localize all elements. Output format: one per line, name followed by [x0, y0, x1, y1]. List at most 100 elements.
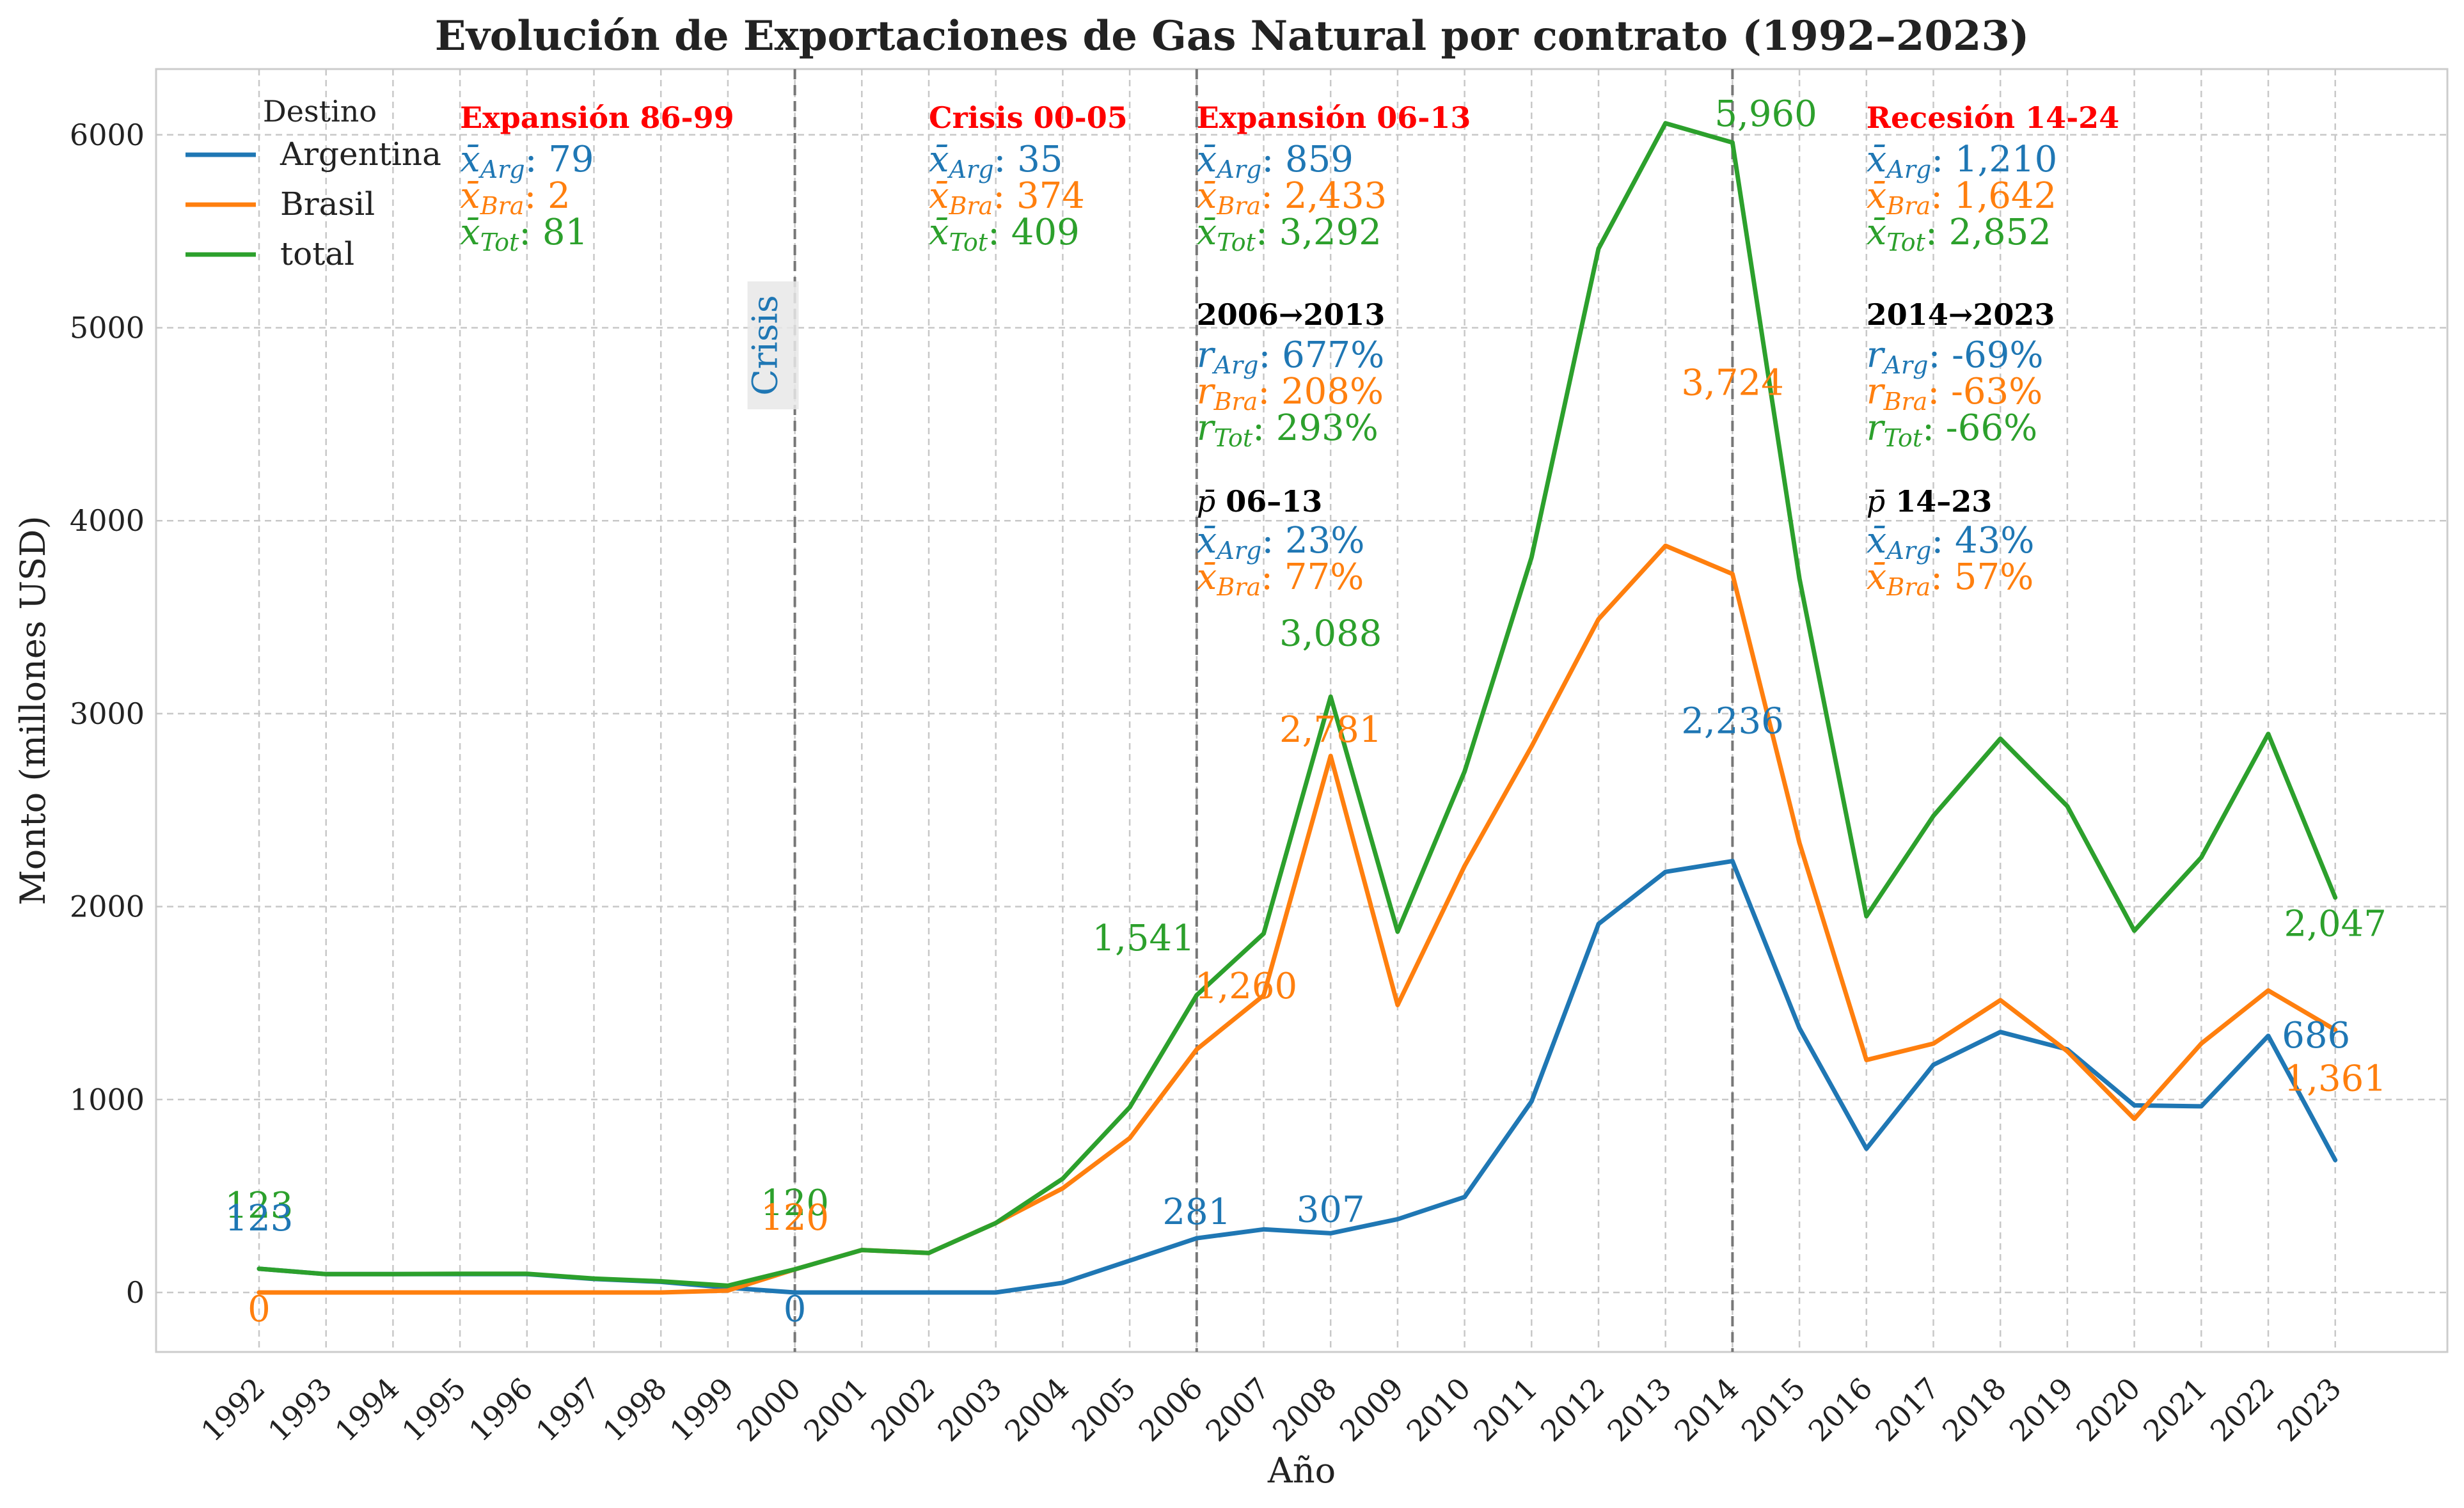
- period-block: Expansión 86-99x̄Arg: 79x̄Bra: 2x̄Tot: 8…: [460, 100, 734, 256]
- period-title: Crisis 00-05: [929, 100, 1128, 135]
- stat-subscript: Arg: [1215, 537, 1261, 565]
- stat-line: x̄Bra: 77%: [1197, 556, 1364, 601]
- stat-symbol: r: [1197, 407, 1216, 449]
- stat-subscript: Arg: [1884, 155, 1931, 184]
- growth-block-title: 2006→2013: [1197, 297, 1386, 332]
- legend-label: Argentina: [280, 136, 441, 173]
- share-title-symbol: p̄: [1867, 484, 1885, 519]
- stat-subscript: Arg: [1882, 351, 1929, 379]
- data-label: 2,781: [1279, 709, 1382, 751]
- series-line-brasil: [257, 543, 2338, 1295]
- data-label: 307: [1297, 1189, 1365, 1230]
- data-label: 5,960: [1714, 93, 1817, 135]
- legend-title: Destino: [263, 94, 377, 129]
- stat-symbol: x̄: [1867, 556, 1887, 598]
- data-label: 2,236: [1681, 700, 1783, 742]
- stat-subscript: Bra: [1216, 573, 1261, 601]
- stat-value: : 23%: [1261, 520, 1364, 562]
- data-label: 1,260: [1195, 966, 1297, 1007]
- data-label: 123: [225, 1198, 294, 1239]
- stat-value: : 77%: [1261, 556, 1364, 598]
- y-tick-label: 4000: [70, 503, 145, 538]
- stat-value: : 81: [519, 212, 588, 253]
- stat-value: : 374: [993, 175, 1085, 217]
- stat-symbol: x̄: [460, 139, 480, 180]
- crisis-label-box: [747, 281, 799, 409]
- y-tick-label: 1000: [70, 1082, 145, 1117]
- stat-subscript: Arg: [1884, 537, 1931, 565]
- stat-line: x̄Tot: 409: [929, 212, 1080, 256]
- stat-symbol: x̄: [1197, 520, 1217, 562]
- stat-subscript: Bra: [1883, 388, 1928, 416]
- stat-line: x̄Bra: 57%: [1867, 556, 2034, 601]
- stat-value: : 1,642: [1931, 175, 2057, 217]
- stat-line: x̄Bra: 1,642: [1867, 175, 2057, 220]
- share-title-text: 14–23: [1885, 484, 1992, 519]
- stat-symbol: x̄: [1197, 556, 1217, 598]
- stat-subscript: Arg: [1212, 351, 1259, 379]
- series-lines: [257, 121, 2338, 1295]
- stat-symbol: x̄: [929, 175, 949, 217]
- stat-value: : 208%: [1258, 371, 1384, 412]
- stat-subscript: Bra: [1216, 192, 1261, 220]
- stat-value: : -69%: [1929, 334, 2044, 376]
- data-label: 2,047: [2284, 903, 2387, 945]
- stat-subscript: Arg: [478, 155, 525, 184]
- y-tick-label: 2000: [70, 890, 145, 924]
- stat-line: rTot: -66%: [1867, 407, 2037, 452]
- stat-value: : -63%: [1927, 371, 2042, 412]
- stat-line: x̄Arg: 23%: [1197, 520, 1365, 565]
- stat-value: : 79: [525, 139, 594, 180]
- stat-subscript: Tot: [1884, 424, 1923, 452]
- stat-value: : 2,852: [1925, 212, 2051, 253]
- stat-value: : 677%: [1259, 334, 1385, 376]
- stat-line: x̄Tot: 2,852: [1867, 212, 2051, 256]
- data-label: 1,541: [1092, 918, 1194, 959]
- stat-symbol: x̄: [460, 212, 480, 253]
- stat-value: : 2,433: [1261, 175, 1387, 217]
- data-label: 0: [784, 1289, 807, 1330]
- stat-line: rArg: -69%: [1867, 334, 2044, 379]
- stat-value: : 1,210: [1931, 139, 2057, 180]
- stat-value: : 293%: [1252, 407, 1378, 449]
- stat-subscript: Tot: [949, 228, 988, 256]
- period-statistics: Expansión 86-99x̄Arg: 79x̄Bra: 2x̄Tot: 8…: [460, 100, 2119, 601]
- stat-subscript: Tot: [1217, 228, 1256, 256]
- stat-symbol: x̄: [1867, 212, 1887, 253]
- stat-subscript: Bra: [949, 192, 993, 220]
- stat-value: : 2: [524, 175, 570, 217]
- stat-subscript: Bra: [1886, 573, 1931, 601]
- y-tick-label: 3000: [70, 696, 145, 731]
- share-block-title: p̄ 06–13: [1197, 484, 1323, 519]
- stat-subscript: Tot: [480, 228, 519, 256]
- stat-line: x̄Arg: 1,210: [1867, 139, 2058, 184]
- stat-line: x̄Bra: 374: [929, 175, 1085, 220]
- stat-symbol: x̄: [460, 175, 480, 217]
- period-title: Expansión 86-99: [460, 100, 734, 135]
- stat-line: x̄Arg: 35: [929, 139, 1062, 184]
- share-block: p̄ 06–13x̄Arg: 23%x̄Bra: 77%: [1197, 484, 1365, 601]
- stat-symbol: r: [1867, 334, 1886, 376]
- growth-block-title: 2014→2023: [1867, 297, 2055, 332]
- chart-title: Evolución de Exportaciones de Gas Natura…: [435, 12, 2029, 60]
- stat-value: : 35: [994, 139, 1063, 180]
- share-block: p̄ 14–23x̄Arg: 43%x̄Bra: 57%: [1867, 484, 2035, 601]
- stat-value: : 409: [988, 212, 1080, 253]
- period-title: Recesión 14-24: [1867, 100, 2119, 135]
- stat-value: : 3,292: [1256, 212, 1382, 253]
- stat-line: x̄Tot: 3,292: [1197, 212, 1382, 256]
- data-label: 3,088: [1279, 613, 1382, 654]
- stat-symbol: x̄: [929, 212, 949, 253]
- stat-symbol: x̄: [1867, 139, 1887, 180]
- data-label: 686: [2282, 1015, 2350, 1056]
- stat-value: : 859: [1261, 139, 1354, 180]
- data-label: 120: [761, 1182, 829, 1224]
- stat-symbol: r: [1867, 407, 1886, 449]
- x-axis-label: Año: [1267, 1450, 1336, 1491]
